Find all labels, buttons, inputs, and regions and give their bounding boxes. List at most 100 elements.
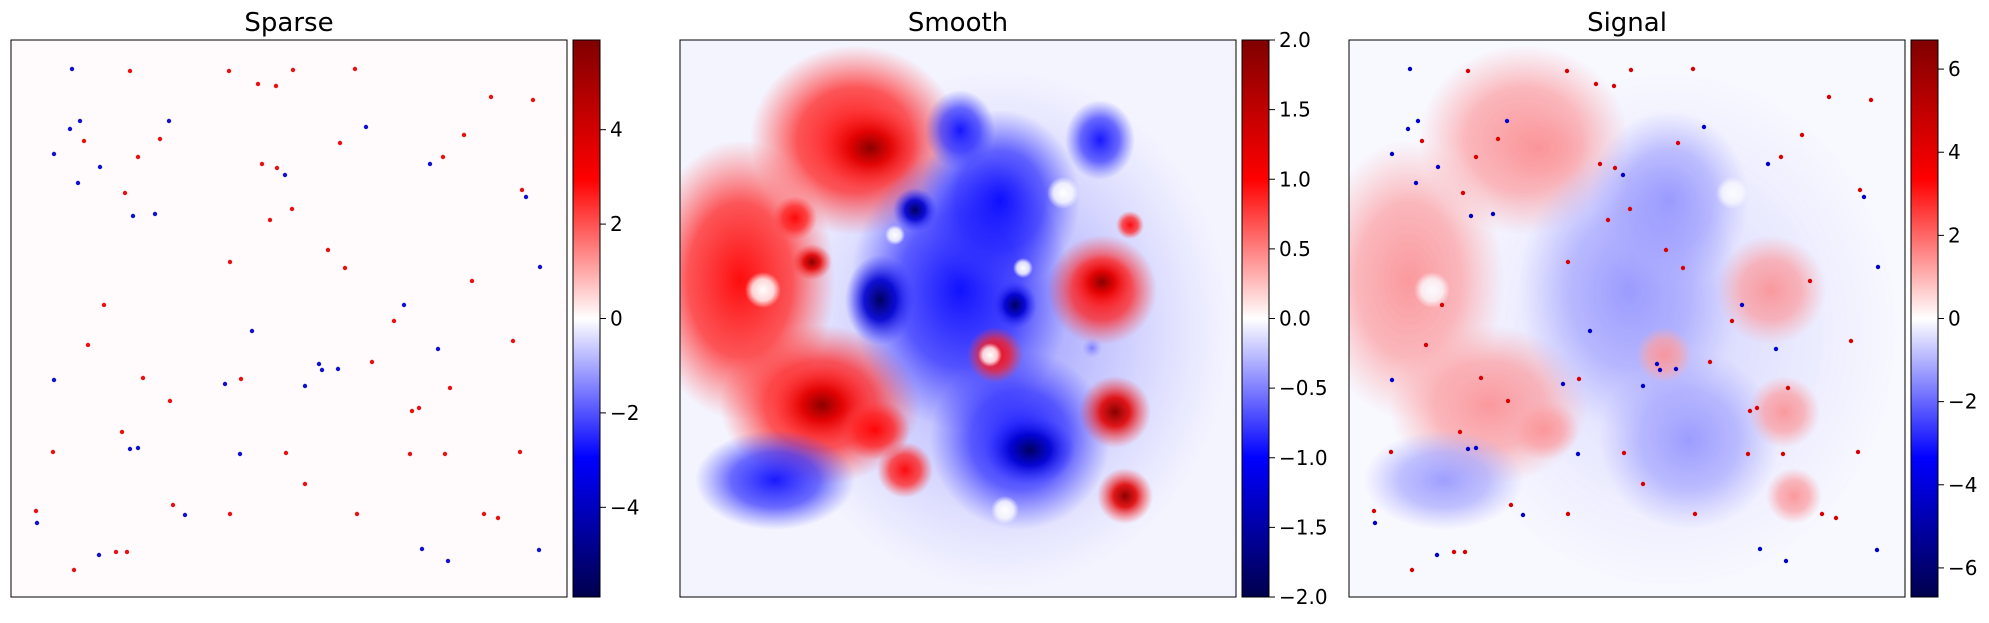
signal-point — [1389, 151, 1395, 157]
smooth-blob — [773, 196, 817, 240]
signal-point — [1874, 547, 1880, 553]
signal-point — [1576, 376, 1582, 382]
smooth-blob — [845, 255, 915, 345]
colorbar-tick-label: 2.0 — [1279, 28, 1311, 52]
smooth-blob — [991, 496, 1019, 524]
sparse-point — [237, 451, 243, 457]
sparse-point — [249, 328, 255, 334]
colorbar-tick-label: 0.5 — [1279, 237, 1311, 261]
signal-point — [1465, 68, 1471, 74]
sparse-point — [113, 549, 119, 555]
signal-point — [1575, 451, 1581, 457]
signal-blob — [1748, 376, 1820, 448]
colorbar-tick-label: 1.5 — [1279, 98, 1311, 122]
colorbar-tick-label: 1.0 — [1279, 167, 1311, 191]
signal-point — [1388, 449, 1394, 455]
sparse-point — [135, 445, 141, 451]
signal-blob — [1414, 272, 1450, 308]
signal-point — [1508, 502, 1514, 508]
sparse-point — [537, 264, 543, 270]
sparse-point — [530, 97, 536, 103]
signal-point — [1593, 81, 1599, 87]
smooth-blob — [1079, 376, 1151, 448]
colorbar-tick-label: −1.0 — [1279, 446, 1328, 470]
colorbar-tick-label: −2 — [610, 401, 639, 425]
signal-point — [1495, 136, 1501, 142]
colorbar-signal: −6 −4 −2 0 2 4 6 — [1910, 39, 1977, 598]
signal-point — [1565, 259, 1571, 265]
sparse-point — [96, 552, 102, 558]
colorbar-tick-label: −0.5 — [1279, 376, 1328, 400]
colorbar-tick-label: 6 — [1948, 57, 1961, 81]
colorbar-tick-label: −6 — [1948, 556, 1977, 580]
signal-blob — [1766, 468, 1822, 524]
signal-point — [1739, 302, 1745, 308]
sparse-point — [407, 451, 413, 457]
signal-point — [1415, 118, 1421, 124]
signal-point — [1423, 342, 1429, 348]
sparse-point — [166, 118, 172, 124]
sparse-point — [447, 385, 453, 391]
signal-point — [1785, 385, 1791, 391]
signal-point — [1371, 508, 1377, 514]
signal-point — [1826, 94, 1832, 100]
sparse-point — [255, 81, 261, 87]
signal-point — [1473, 154, 1479, 160]
signal-point — [1520, 512, 1526, 518]
signal-point — [1465, 446, 1471, 452]
signal-point — [1765, 161, 1771, 167]
sparse-point — [101, 302, 107, 308]
sparse-point — [440, 154, 446, 160]
sparse-point — [523, 194, 529, 200]
signal-point — [1451, 549, 1457, 555]
signal-point — [1611, 83, 1617, 89]
sparse-point — [238, 376, 244, 382]
sparse-point — [97, 164, 103, 170]
smooth-field — [680, 45, 1230, 590]
sparse-point — [354, 511, 360, 517]
signal-point — [1628, 67, 1634, 73]
signal-point — [1612, 165, 1618, 171]
signal-point — [1663, 247, 1669, 253]
signal-point — [1473, 445, 1479, 451]
colorbar-tick-label: −4 — [610, 495, 639, 519]
sparse-point — [302, 481, 308, 487]
smooth-blob — [1116, 211, 1144, 239]
signal-point — [1413, 180, 1419, 186]
signal-point — [1807, 278, 1813, 284]
sparse-point — [445, 558, 451, 564]
sparse-point — [33, 508, 39, 514]
signal-point — [1875, 264, 1881, 270]
signal-point — [1504, 118, 1510, 124]
sparse-point — [419, 546, 425, 552]
sparse-point — [51, 151, 57, 157]
signal-point — [1419, 138, 1425, 144]
signal-point — [1627, 206, 1633, 212]
signal-point — [1462, 549, 1468, 555]
signal-point — [1833, 515, 1839, 521]
colorbar-tick-label: −1.5 — [1279, 515, 1328, 539]
sparse-point — [127, 446, 133, 452]
signal-point — [1389, 377, 1395, 383]
sparse-point — [290, 67, 296, 73]
sparse-point — [122, 190, 128, 196]
sparse-point — [152, 211, 158, 217]
sparse-point — [427, 161, 433, 167]
signal-point — [1435, 164, 1441, 170]
signal-point — [1407, 66, 1413, 72]
colorbar-tick-label: 0 — [610, 307, 623, 331]
sparse-point — [342, 265, 348, 271]
signal-field — [1349, 45, 1899, 590]
sparse-point — [481, 511, 487, 517]
sparse-point — [135, 154, 141, 160]
sparse-point — [442, 451, 448, 457]
heatmap-area-sparse — [10, 39, 568, 598]
signal-point — [1680, 265, 1686, 271]
signal-point — [1819, 511, 1825, 517]
signal-point — [1505, 398, 1511, 404]
sparse-point — [416, 405, 422, 411]
colorbar-tick-label: 4 — [610, 118, 623, 142]
smooth-blob — [745, 272, 781, 308]
colorbar-signal-ticks: −6 −4 −2 0 2 4 6 — [1938, 57, 1977, 580]
